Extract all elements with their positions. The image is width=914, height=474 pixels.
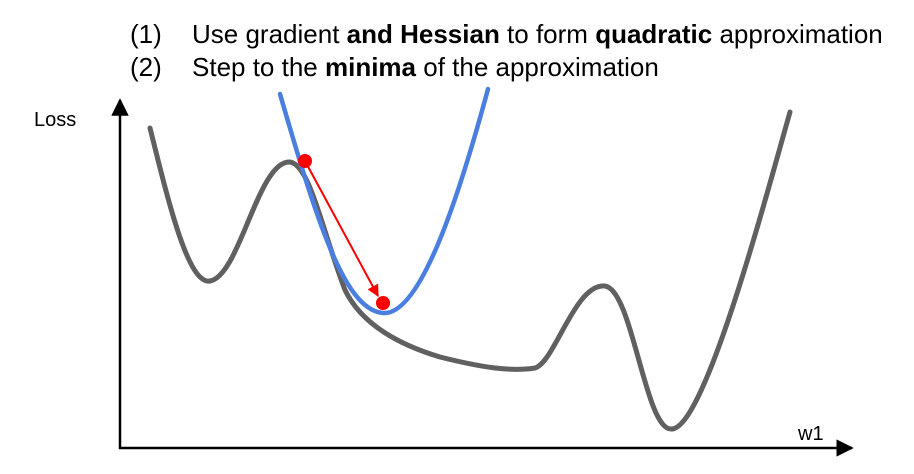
newton-step-arrow [304, 160, 379, 298]
quadratic-approximation [277, 86, 491, 316]
current-point [298, 154, 312, 168]
step-2-text-part: of the approximation [416, 52, 659, 82]
step-1-bold-hessian: and Hessian [346, 19, 500, 49]
step-1-bold-quadratic: quadratic [595, 19, 713, 49]
loss-curve [147, 109, 793, 432]
step-2: (2) Step to the minima of the approximat… [130, 51, 883, 84]
step-2-text: Step to the minima of the approximation [192, 51, 659, 84]
step-2-number: (2) [130, 52, 162, 82]
step-1-text: Use gradient and Hessian to form quadrat… [192, 18, 883, 51]
step-1-text-part: Use gradient [192, 19, 347, 49]
y-axis-label: Loss [34, 109, 76, 131]
step-2-bold-minima: minima [324, 52, 417, 82]
step-1-number: (1) [130, 19, 162, 49]
x-axis-label: w1 [797, 423, 824, 445]
step-1-text-part: approximation [712, 19, 883, 49]
step-2-text-part: Step to the [192, 52, 325, 82]
step-list: (1) Use gradient and Hessian to form qua… [130, 18, 883, 84]
approximation-minimum-point [376, 296, 390, 310]
step-1-text-part: to form [499, 19, 596, 49]
step-1: (1) Use gradient and Hessian to form qua… [130, 18, 883, 51]
